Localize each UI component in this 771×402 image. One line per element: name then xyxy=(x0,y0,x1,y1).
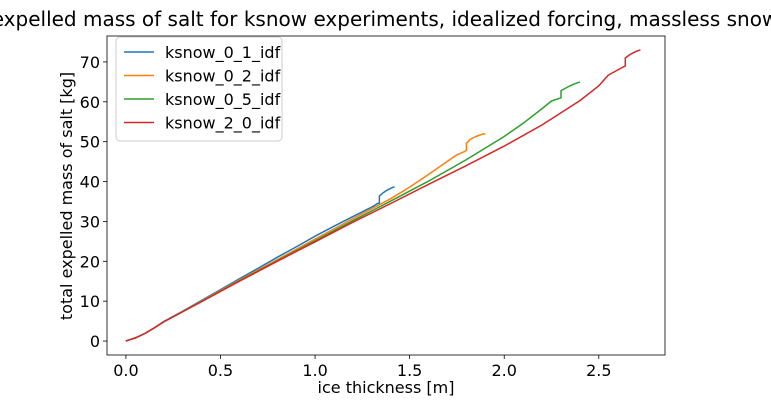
legend-label: ksnow_0_1_idf xyxy=(165,43,281,63)
y-tick-label: 20 xyxy=(80,252,100,271)
x-axis-ticks: 0.0 0.5 1.0 1.5 2.0 2.5 xyxy=(113,355,612,380)
x-tick-label: 1.5 xyxy=(397,361,422,380)
x-tick-label: 2.0 xyxy=(491,361,516,380)
y-axis-ticks: 0 10 20 30 40 50 60 70 xyxy=(80,53,107,351)
y-tick-label: 60 xyxy=(80,93,100,112)
x-tick-label: 0.5 xyxy=(208,361,233,380)
x-tick-label: 0.0 xyxy=(113,361,138,380)
x-tick-label: 2.5 xyxy=(586,361,611,380)
legend-label: ksnow_2_0_idf xyxy=(165,114,281,134)
y-tick-label: 50 xyxy=(80,133,100,152)
legend-box xyxy=(115,36,283,142)
chart-title: expelled mass of salt for ksnow experime… xyxy=(0,7,771,31)
y-tick-label: 30 xyxy=(80,212,100,231)
x-tick-label: 1.0 xyxy=(302,361,327,380)
y-axis-label: total expelled mass of salt [kg] xyxy=(57,72,76,320)
series-line-2 xyxy=(125,132,486,342)
legend: ksnow_0_1_idf ksnow_0_2_idf ksnow_0_5_idfk… xyxy=(115,36,283,142)
y-tick-label: 40 xyxy=(80,173,100,192)
legend-label: ksnow_0_5_idf xyxy=(165,90,281,110)
plot-lines xyxy=(125,49,641,342)
x-axis-label: ice thickness [m] xyxy=(318,378,455,397)
y-tick-label: 0 xyxy=(90,332,100,351)
y-tick-label: 10 xyxy=(80,292,100,311)
y-tick-label: 70 xyxy=(80,53,100,72)
legend-label: ksnow_0_2_idf xyxy=(165,67,281,87)
series-line-4 xyxy=(125,49,641,342)
series-line-1 xyxy=(125,186,395,342)
plot-frame xyxy=(106,35,666,356)
